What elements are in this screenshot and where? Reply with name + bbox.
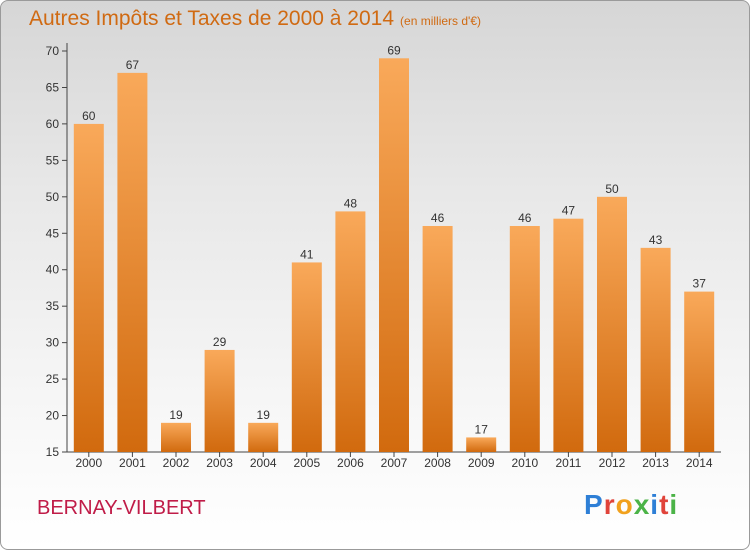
logo-letter: i [650, 489, 660, 520]
x-tick-label-2000: 2000 [75, 456, 102, 470]
bar-2008 [422, 225, 453, 452]
bar-2002 [161, 422, 191, 452]
data-label-2002: 19 [169, 408, 183, 422]
x-tick-label-2003: 2003 [206, 456, 233, 470]
y-tick-label: 35 [46, 299, 60, 313]
data-label-2007: 69 [387, 43, 401, 57]
data-label-2000: 60 [82, 109, 96, 123]
commune-name: BERNAY-VILBERT [37, 497, 206, 519]
bar-2012 [597, 196, 627, 452]
x-tick-label-2001: 2001 [119, 456, 146, 470]
data-label-2001: 67 [126, 58, 140, 72]
logo-letter: i [669, 489, 679, 520]
data-label-2010: 46 [518, 211, 532, 225]
data-label-2004: 19 [257, 408, 271, 422]
chart-title: Autres Impôts et Taxes de 2000 à 2014 (en… [29, 7, 481, 31]
y-tick-label: 55 [46, 153, 60, 167]
x-tick-label-2008: 2008 [424, 456, 451, 470]
data-label-2012: 50 [605, 182, 619, 196]
bar-2007 [379, 58, 409, 453]
bar-2003 [204, 349, 235, 452]
x-tick-label-2011: 2011 [555, 456, 581, 470]
x-tick-label-2002: 2002 [163, 456, 190, 470]
bar-2001 [117, 72, 148, 452]
logo-letter: P [584, 489, 604, 520]
x-tick-label-2007: 2007 [381, 456, 408, 470]
x-tick-label-2005: 2005 [293, 456, 320, 470]
y-tick-label: 70 [46, 44, 60, 58]
chart-unit: (en milliers d'€) [400, 14, 482, 28]
x-tick-label-2006: 2006 [337, 456, 364, 470]
bar-2014 [684, 291, 715, 452]
bar-2000 [73, 123, 104, 452]
bar-2013 [640, 247, 671, 452]
y-tick-label: 30 [46, 336, 60, 350]
bar-2010 [509, 225, 540, 452]
y-tick-label: 20 [46, 409, 60, 423]
logo-letter: o [615, 489, 634, 520]
logo-letter: r [603, 489, 616, 520]
data-label-2005: 41 [300, 247, 314, 261]
y-tick-label: 60 [46, 117, 60, 131]
x-tick-label-2009: 2009 [468, 456, 495, 470]
data-label-2011: 47 [562, 204, 576, 218]
bar-2009 [466, 437, 497, 452]
bar-2006 [335, 211, 366, 452]
data-label-2013: 43 [649, 233, 663, 247]
y-tick-label: 40 [46, 263, 60, 277]
data-label-2006: 48 [344, 196, 358, 210]
logo-letter: x [633, 489, 651, 520]
proxiti-logo: Proxiti [584, 489, 678, 521]
chart-title-text: Autres Impôts et Taxes de 2000 à 2014 [29, 7, 395, 30]
y-tick-label: 50 [46, 190, 60, 204]
logo-letter: t [659, 489, 670, 520]
x-tick-label-2012: 2012 [599, 456, 626, 470]
data-label-2008: 46 [431, 211, 445, 225]
bar-2004 [248, 422, 279, 452]
y-tick-label: 65 [46, 80, 60, 94]
bar-2005 [291, 262, 322, 452]
y-tick-label: 45 [46, 226, 60, 240]
x-tick-label-2014: 2014 [686, 456, 713, 470]
data-label-2009: 17 [475, 422, 489, 436]
bar-2011 [553, 218, 584, 452]
data-label-2003: 29 [213, 335, 227, 349]
y-tick-label: 25 [46, 372, 60, 386]
x-tick-label-2004: 2004 [250, 456, 277, 470]
x-tick-label-2010: 2010 [511, 456, 538, 470]
y-tick-label: 15 [46, 445, 60, 459]
x-tick-label-2013: 2013 [642, 456, 669, 470]
data-label-2014: 37 [693, 277, 707, 291]
